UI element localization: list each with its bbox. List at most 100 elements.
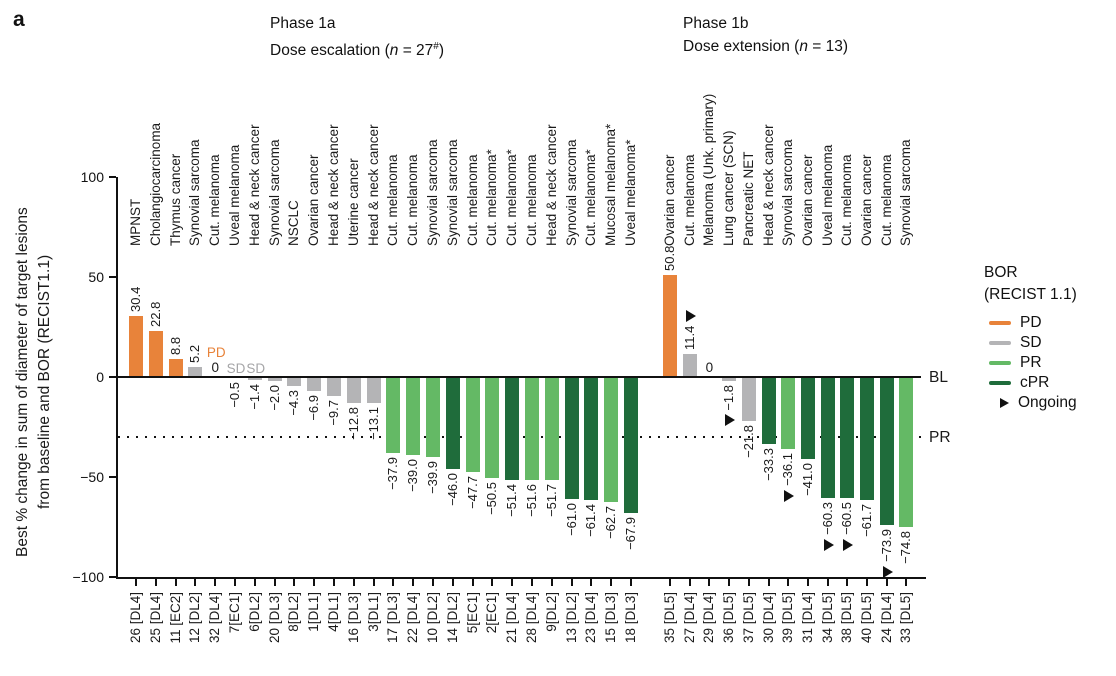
bar-value-label: −36.1: [780, 453, 796, 487]
x-axis-tick: [154, 579, 157, 586]
bar-value-label: −39.0: [405, 459, 421, 492]
ongoing-marker-icon: [685, 309, 696, 322]
patient-id-label: 26 [DL4]: [128, 592, 143, 644]
bar-value-label: −51.4: [504, 483, 520, 517]
patient-id-label: 14 [DL2]: [444, 592, 460, 644]
patient-id-label: 27 [DL4]: [681, 592, 697, 644]
x-axis-tick: [194, 579, 197, 586]
x-axis-tick: [273, 579, 276, 586]
patient-id-label: 20 [DL3]: [266, 592, 282, 644]
x-axis-tick: [747, 579, 750, 586]
patient-id-label: 1[DL1]: [306, 592, 322, 632]
y-axis-tick-label: 100: [80, 169, 104, 185]
disease-label: Cut. melanoma: [385, 154, 401, 246]
y-axis-tick-label: 50: [88, 269, 104, 285]
bor-annotation: PD: [206, 345, 226, 360]
patient-id-label: 39 [DL5]: [780, 592, 796, 644]
bar-value-label: −0.5: [227, 382, 242, 408]
bar: [624, 377, 638, 513]
patient-id-label: 32 [DL4]: [207, 592, 223, 644]
y-axis-title-line1: Best % change in sum of diameter of targ…: [14, 207, 31, 557]
subtitle-part: Dose escalation (: [270, 42, 390, 60]
disease-label: Synovial sarcoma: [425, 139, 440, 246]
patient-id-label: 12 [DL2]: [187, 592, 203, 644]
bar: [426, 377, 440, 457]
disease-label: Head & neck cancer: [326, 124, 341, 246]
disease-label: Synovial sarcoma: [780, 139, 796, 246]
subtitle-part: ): [842, 38, 849, 55]
patient-id-label: 13 [DL2]: [563, 592, 579, 644]
bar-value-label: −1.8: [721, 384, 737, 411]
bar: [406, 377, 421, 455]
x-axis-tick: [313, 579, 316, 586]
patient-id-label: 23 [DL4]: [583, 592, 599, 644]
bar-value-label: −12.8: [345, 406, 361, 440]
bar: [386, 377, 401, 453]
bar-value-label: −73.9: [878, 528, 894, 562]
bar: [346, 377, 361, 403]
bar: [307, 377, 322, 391]
x-axis-tick: [392, 579, 395, 586]
phase1a-header: Phase 1a Dose escalation (n = 27#): [270, 12, 444, 62]
bar: [682, 354, 697, 377]
phase1a-title: Phase 1a: [270, 15, 336, 32]
bar-value-label: −41.0: [799, 463, 815, 496]
bar-value-label: −51.6: [524, 484, 539, 518]
x-axis-tick: [372, 579, 375, 586]
x-axis-tick: [253, 579, 256, 586]
bar-value-label: 5.2: [187, 344, 203, 363]
legend-title-line1: BOR: [984, 264, 1018, 281]
bar-value-label: −60.3: [819, 501, 835, 535]
patient-id-label: 8[DL2]: [286, 592, 302, 632]
x-axis-tick: [590, 579, 593, 586]
disease-label: Cholangiocarcinoma: [147, 122, 163, 246]
x-axis-tick: [905, 579, 908, 586]
patient-id-label: 33 [DL5]: [898, 592, 914, 644]
bar: [604, 377, 619, 503]
bar-value-label: −62.7: [603, 506, 619, 540]
patient-id-label: 2[EC1]: [484, 592, 500, 634]
x-axis-tick: [352, 579, 355, 586]
disease-label: Cut. melanoma*: [504, 149, 520, 246]
pr-threshold-label: PR: [929, 429, 951, 446]
bar-value-label: −61.7: [859, 504, 874, 538]
disease-label: Uveal melanoma: [819, 144, 835, 246]
ongoing-triangle-icon: [1000, 397, 1009, 408]
y-axis-tick: [109, 176, 116, 178]
disease-label: Uveal melanoma*: [623, 139, 638, 246]
pd-color-swatch: [989, 320, 1011, 325]
disease-label: Cut. melanoma: [681, 154, 697, 246]
bar-value-label: 8.8: [167, 337, 183, 356]
patient-id-label: 22 [DL4]: [405, 592, 421, 644]
patient-id-label: 40 [DL5]: [859, 592, 874, 644]
x-axis-tick: [767, 579, 770, 586]
bar: [525, 377, 539, 481]
bar: [544, 377, 559, 481]
x-axis-tick: [135, 579, 137, 586]
disease-label: Synovial sarcoma: [187, 139, 203, 246]
disease-label: Cut. melanoma: [524, 154, 539, 246]
y-axis-tick-label: −50: [80, 469, 104, 485]
bar: [445, 377, 460, 469]
x-axis-tick: [471, 579, 474, 586]
bar-value-label: 30.4: [128, 286, 143, 313]
bor-annotation: SD: [226, 361, 246, 376]
pr-threshold-line: [118, 436, 921, 438]
legend-item-ongoing: Ongoing: [984, 394, 1077, 411]
legend-item-label: SD: [1020, 333, 1042, 351]
bar-value-label: −47.7: [464, 476, 480, 510]
bar-value-label: −21.8: [740, 424, 756, 458]
legend-item-pd: PD: [984, 314, 1077, 331]
bar: [148, 331, 163, 377]
disease-label: Cut. melanoma: [839, 154, 855, 246]
bar: [820, 377, 835, 498]
patient-id-label: 29 [DL4]: [701, 592, 717, 644]
bar: [564, 377, 579, 499]
y-axis-line: [116, 177, 118, 579]
bar-value-label: −74.8: [898, 530, 914, 564]
ongoing-marker-icon: [823, 538, 834, 551]
bar-value-label: 0: [705, 360, 714, 375]
x-axis-tick: [511, 579, 514, 586]
bar: [741, 377, 756, 421]
bar-value-label: 50.8: [662, 246, 677, 272]
